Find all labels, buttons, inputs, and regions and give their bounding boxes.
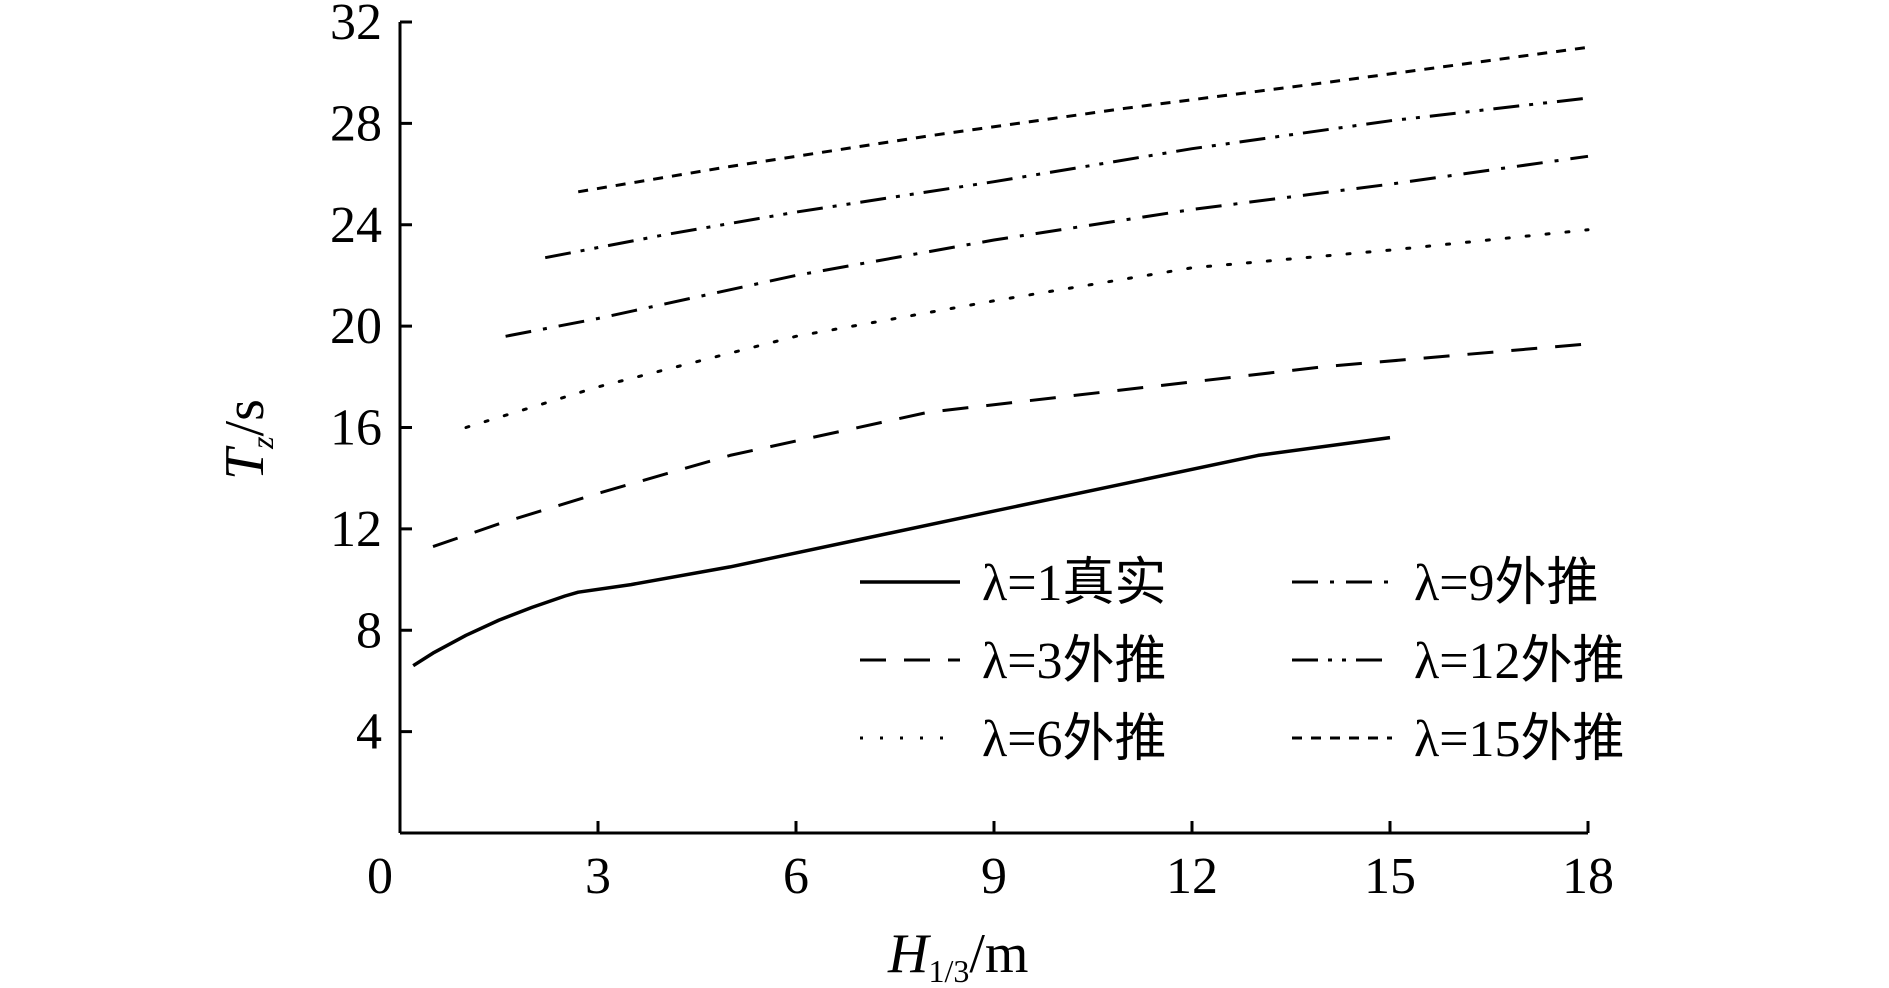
y-axis-title-main: T — [214, 445, 276, 480]
x-tick-label-5: 15 — [1364, 848, 1416, 905]
y-axis-title-unit: /s — [214, 399, 276, 436]
x-ticks: 0 3 6 9 12 15 18 — [367, 821, 1614, 905]
legend-label-1: λ=3外推 — [982, 633, 1167, 690]
legend-label-0: λ=1真实 — [982, 555, 1167, 612]
x-axis-title-sub: 1/3 — [928, 953, 969, 988]
y-tick-label-4: 20 — [330, 298, 382, 355]
x-axis-title-main: H — [887, 923, 931, 985]
series-line-2 — [464, 228, 1590, 429]
x-axis-title: H1/3/m — [887, 923, 1028, 988]
y-axis-title-sub: z — [244, 436, 280, 450]
series-line-3 — [505, 154, 1589, 338]
x-tick-label-6: 18 — [1562, 848, 1614, 905]
legend-label-5: λ=15外推 — [1414, 711, 1625, 768]
x-tick-label-4: 12 — [1166, 848, 1218, 905]
y-tick-label-3: 16 — [330, 400, 382, 457]
x-tick-label-2: 6 — [783, 848, 809, 905]
y-ticks: 4 8 12 16 20 24 28 32 — [330, 0, 412, 761]
y-tick-label-2: 12 — [330, 501, 382, 558]
legend-label-2: λ=6外推 — [982, 711, 1167, 768]
series-line-4 — [544, 96, 1589, 260]
y-tick-label-0: 4 — [356, 704, 382, 761]
series-line-5 — [577, 45, 1589, 194]
series-line-0 — [412, 435, 1391, 668]
plot-area: 0 3 6 9 12 15 18 4 8 12 16 20 24 28 32 — [330, 0, 1614, 905]
y-tick-label-6: 28 — [330, 95, 382, 152]
series-line-1 — [432, 342, 1589, 549]
x-tick-label-0: 0 — [367, 848, 393, 905]
legend-label-4: λ=12外推 — [1414, 633, 1625, 690]
legend-label-3: λ=9外推 — [1414, 555, 1599, 612]
x-tick-label-1: 3 — [585, 848, 611, 905]
x-axis-title-unit: /m — [969, 923, 1028, 985]
y-tick-label-1: 8 — [356, 602, 382, 659]
y-tick-label-5: 24 — [330, 197, 382, 254]
legend: λ=1真实 λ=3外推 λ=6外推 λ=9外推 λ=12外推 λ=15外推 — [860, 555, 1625, 768]
y-tick-label-7: 32 — [330, 0, 382, 51]
y-axis-title: Tz/s — [214, 399, 280, 480]
x-tick-label-3: 9 — [981, 848, 1007, 905]
series-layer — [412, 45, 1590, 668]
